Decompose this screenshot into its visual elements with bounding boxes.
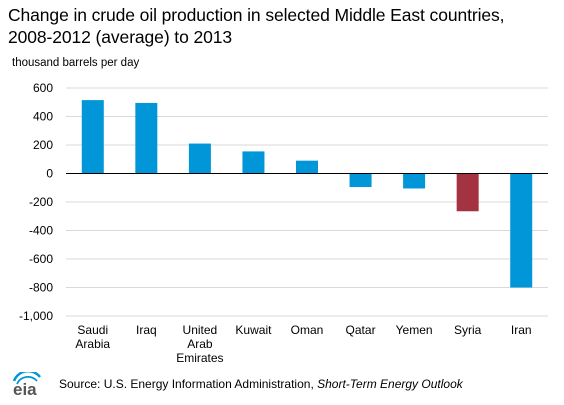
x-tick-label: Saudi Arabia xyxy=(75,323,110,351)
bar xyxy=(81,100,104,174)
chart-title-line-1: Change in crude oil production in select… xyxy=(8,5,505,25)
y-tick-label: -800 xyxy=(29,281,53,295)
y-tick-label: -400 xyxy=(29,224,53,238)
x-tick-label: Syria xyxy=(454,323,482,337)
bar xyxy=(456,173,479,212)
eia-logo-text: eia xyxy=(13,380,37,398)
x-tick-label: Iraq xyxy=(136,323,157,337)
eia-logo: eia xyxy=(12,372,41,398)
y-tick-label: 400 xyxy=(33,110,53,124)
bar xyxy=(349,173,372,188)
x-tick-label: United Arab Emirates xyxy=(176,323,223,365)
x-tick-label: Qatar xyxy=(346,323,376,337)
bar xyxy=(510,173,533,288)
footer: eia Source: U.S. Energy Information Admi… xyxy=(10,372,562,398)
bar xyxy=(296,160,318,174)
bar xyxy=(188,143,211,174)
bar xyxy=(403,173,426,189)
bar-chart: 600 400 200 0 -200 -400 -600 -800 -1,000 Saudi Ara… xyxy=(19,81,548,365)
y-tick-label: -1,000 xyxy=(19,309,53,323)
chart-title: Change in crude oil production in select… xyxy=(8,4,560,48)
source-prefix: Source: U.S. Energy Information Administ… xyxy=(59,377,318,391)
source-note: Source: U.S. Energy Information Administ… xyxy=(59,377,463,391)
y-tick-label: 0 xyxy=(46,167,53,181)
y-tick-label: -200 xyxy=(29,195,53,209)
y-tick-label: 600 xyxy=(33,81,53,95)
chart-title-line-2: 2008-2012 (average) to 2013 xyxy=(8,27,232,47)
x-tick-label: Kuwait xyxy=(235,323,272,337)
y-tick-label: -600 xyxy=(29,252,53,266)
source-publication: Short-Term Energy Outlook xyxy=(317,377,463,391)
y-tick-label: 200 xyxy=(33,138,53,152)
x-tick-label: Yemen xyxy=(396,323,433,337)
x-tick-label: Oman xyxy=(291,323,324,337)
bar xyxy=(135,102,158,174)
x-tick-label: Iran xyxy=(511,323,532,337)
y-axis-unit-label: thousand barrels per day xyxy=(12,57,140,69)
bar xyxy=(242,151,265,174)
